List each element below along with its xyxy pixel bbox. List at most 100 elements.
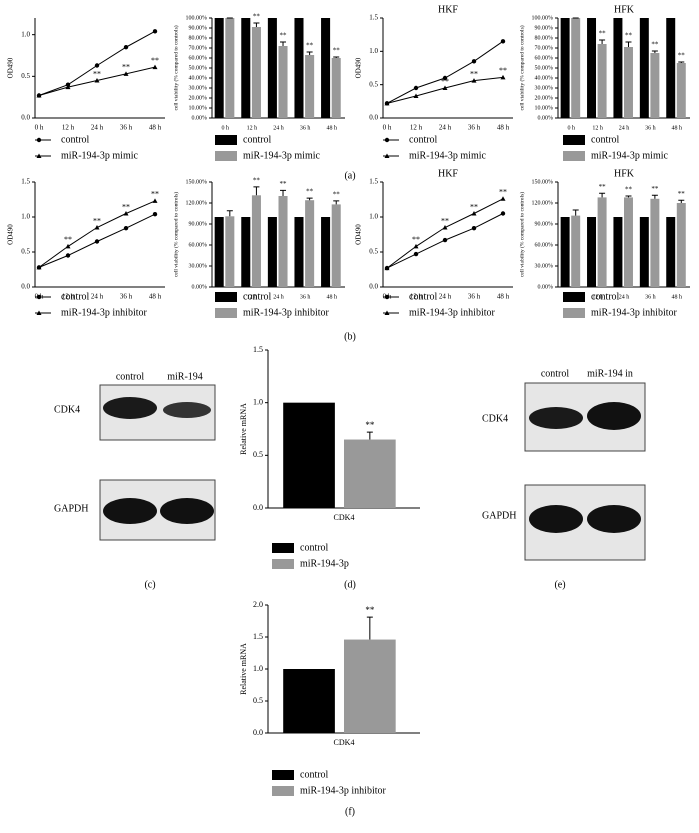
x-tick-label: 12 h [410, 293, 423, 301]
bar [214, 217, 224, 287]
error-bar [625, 195, 632, 198]
y-tick-label: 1.0 [21, 30, 30, 38]
band-label: CDK4 [54, 404, 80, 415]
point [123, 44, 129, 50]
band [529, 505, 583, 533]
y-tick-label: 1.5 [369, 14, 378, 22]
significance-label: ** [625, 186, 633, 194]
y-tick-label: 80.00% [189, 35, 208, 41]
x-tick-label: 24 h [273, 294, 284, 300]
panel-label: (c) [144, 579, 155, 590]
y-tick-label: 50.00% [535, 65, 554, 71]
x-tick-label: CDK4 [334, 513, 355, 522]
bar [666, 217, 676, 287]
bar [624, 47, 633, 118]
error-bar [253, 186, 260, 196]
y-tick-label: 0.0 [21, 283, 30, 291]
y-tick-label: 0.5 [253, 696, 263, 705]
legend-swatch [215, 135, 237, 145]
band-label: GAPDH [482, 510, 516, 521]
band [529, 407, 583, 429]
bar [321, 217, 331, 287]
bar [666, 18, 676, 118]
line [386, 40, 504, 104]
y-tick-label: 150.00% [186, 179, 208, 185]
y-tick-label: 50.00% [189, 65, 208, 71]
significance-label: ** [470, 202, 478, 211]
chart-title: HFK [614, 4, 635, 15]
legend-swatch [563, 292, 585, 302]
y-tick-label: 90.00% [189, 25, 208, 31]
significance-label: ** [93, 69, 101, 78]
x-tick-label: 12 h [247, 125, 258, 131]
error-bar [651, 50, 658, 53]
x-tick-label: 0 h [222, 125, 230, 131]
band [160, 498, 214, 524]
band [163, 402, 211, 418]
x-tick-label: 36 h [645, 125, 656, 131]
y-tick-label: 30.00% [189, 85, 208, 91]
y-tick-label: 0.00% [192, 115, 208, 121]
legend-swatch [215, 292, 237, 302]
band [587, 402, 641, 430]
bar [283, 669, 335, 733]
y-tick-label: 60.00% [535, 55, 554, 61]
y-tick-label: 0.00% [192, 284, 208, 290]
significance-label: ** [412, 235, 420, 244]
y-axis-label: OD490 [7, 224, 15, 245]
x-tick-label: 36 h [300, 125, 311, 131]
point [442, 75, 448, 81]
x-tick-label: 24 h [439, 124, 452, 132]
bar [639, 217, 649, 287]
bar [624, 197, 633, 287]
significance-label: ** [122, 202, 130, 211]
panel-label: (d) [344, 579, 356, 590]
y-tick-label: 20.00% [535, 95, 554, 101]
significance-label: ** [365, 605, 375, 615]
point [471, 78, 477, 83]
x-tick-label: 0 h [383, 124, 392, 132]
legend-marker [384, 153, 390, 158]
error-bar [599, 192, 606, 198]
point [152, 29, 158, 34]
legend-marker [36, 137, 42, 143]
error-bar [572, 209, 579, 216]
y-tick-label: 1.0 [253, 664, 263, 673]
point [442, 85, 448, 90]
band [587, 505, 641, 533]
point [500, 39, 506, 44]
x-tick-label: 36 h [300, 294, 311, 300]
point [123, 71, 129, 76]
y-tick-label: 40.00% [189, 75, 208, 81]
point [413, 251, 419, 257]
y-tick-label: 30.00% [535, 263, 554, 269]
legend-marker [384, 310, 390, 315]
bar [278, 196, 288, 287]
point [36, 264, 42, 270]
y-tick-label: 0.5 [21, 72, 30, 80]
bar [344, 639, 396, 733]
legend-label: miR-194-3p inhibitor [300, 785, 387, 796]
significance-label: ** [499, 66, 507, 75]
point [384, 265, 390, 271]
bar [267, 18, 277, 118]
significance-label: ** [253, 13, 261, 21]
x-tick-label: 48 h [497, 293, 510, 301]
bar [650, 53, 660, 118]
point [94, 63, 100, 68]
legend-label: miR-194-3p mimic [409, 150, 487, 161]
y-tick-label: 1.0 [369, 213, 378, 221]
blot-e: control miR-194 in CDK4 GAPDH [482, 368, 646, 561]
y-axis-label: Relative mRNA [239, 643, 248, 695]
y-axis-label: OD490 [355, 57, 363, 78]
error-bar [226, 210, 233, 217]
bar [344, 439, 396, 508]
significance-label: ** [280, 180, 288, 188]
point [413, 243, 419, 249]
y-axis-label: cell viability (% compared to controls) [172, 25, 179, 110]
significance-label: ** [599, 183, 607, 191]
y-tick-label: 0.00% [538, 115, 554, 121]
error-bar [366, 431, 373, 440]
y-tick-label: 70.00% [535, 45, 554, 51]
y-tick-label: 90.00% [535, 25, 554, 31]
